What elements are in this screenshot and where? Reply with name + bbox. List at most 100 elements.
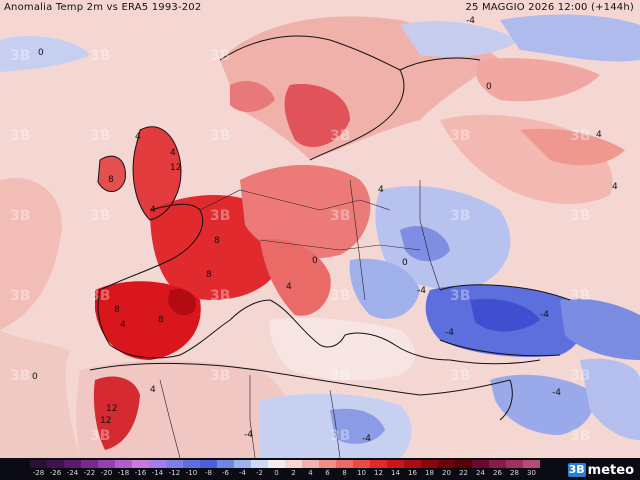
contour-label: 0 xyxy=(38,48,44,58)
svg-text:3B: 3B xyxy=(10,48,30,64)
brand-name: meteo xyxy=(587,462,634,478)
forecast-time: 25 MAGGIO 2026 12:00 (+144h) xyxy=(465,2,634,13)
contour-label: 4 xyxy=(150,385,156,395)
legend-swatch xyxy=(489,460,506,468)
contour-label: -4 xyxy=(417,286,426,296)
legend-tick-label: 0 xyxy=(274,469,279,477)
legend-tick-label: 24 xyxy=(476,469,485,477)
svg-text:3B: 3B xyxy=(210,48,230,64)
contour-label: 0 xyxy=(312,256,318,266)
legend-swatch xyxy=(336,460,353,468)
color-legend: -28 -26 -24 -22 -20 -18 -16 -14 -12 -10 -8 -6 -4 -2 0 2… xyxy=(0,458,640,480)
contour-label: 12 xyxy=(170,163,182,173)
legend-tick-label: -16 xyxy=(134,469,147,477)
contour-label: 8 xyxy=(158,315,164,325)
svg-text:3B: 3B xyxy=(90,428,110,444)
legend-tick-label: 10 xyxy=(357,469,366,477)
legend-swatch xyxy=(438,460,455,468)
contour-label: 0 xyxy=(32,372,38,382)
svg-text:3B: 3B xyxy=(10,288,30,304)
svg-text:3B: 3B xyxy=(570,208,590,224)
contour-label: 4 xyxy=(120,320,126,330)
svg-text:3B: 3B xyxy=(10,208,30,224)
svg-text:3B: 3B xyxy=(450,288,470,304)
contour-label: 4 xyxy=(170,148,176,158)
legend-swatch xyxy=(455,460,472,468)
svg-text:3B: 3B xyxy=(330,368,350,384)
temperature-anomaly-map: 3B 3B 3B 3B 3B 3B 3B 3B 3B 3B 3B 3B 3B 3B 3B 3B 3B 3… xyxy=(0,14,640,458)
contour-label: 8 xyxy=(214,236,220,246)
legend-tick-label: 18 xyxy=(425,469,434,477)
svg-text:3B: 3B xyxy=(330,208,350,224)
legend-swatch xyxy=(421,460,438,468)
contour-label: 4 xyxy=(135,132,141,142)
svg-text:3B: 3B xyxy=(90,288,110,304)
legend-swatch xyxy=(268,460,285,468)
legend-tick-label: -20 xyxy=(100,469,113,477)
legend-tick-label: -6 xyxy=(222,469,229,477)
svg-text:3B: 3B xyxy=(570,368,590,384)
contour-label: 0 xyxy=(402,258,408,268)
legend-tick-label: -10 xyxy=(185,469,198,477)
legend-swatch xyxy=(30,460,47,468)
contour-label: 12 xyxy=(100,416,112,426)
legend-swatch xyxy=(47,460,64,468)
contour-label: 0 xyxy=(486,82,492,92)
legend-swatch xyxy=(98,460,115,468)
contour-label: 4 xyxy=(378,185,384,195)
svg-text:3B: 3B xyxy=(10,128,30,144)
svg-text:3B: 3B xyxy=(330,288,350,304)
legend-tick-label: -4 xyxy=(239,469,246,477)
contour-label: -4 xyxy=(362,434,371,444)
legend-swatch xyxy=(302,460,319,468)
legend-tick-label: 16 xyxy=(408,469,417,477)
contour-label: -4 xyxy=(540,310,549,320)
contour-label: 8 xyxy=(206,270,212,280)
legend-swatch xyxy=(132,460,149,468)
legend-tick-label: 30 xyxy=(527,469,536,477)
legend-swatch xyxy=(319,460,336,468)
legend-tick-label: 8 xyxy=(342,469,347,477)
legend-tick-label: 12 xyxy=(374,469,383,477)
legend-swatch xyxy=(149,460,166,468)
contour-label: 4 xyxy=(150,205,156,215)
legend-swatch xyxy=(523,460,540,468)
svg-text:3B: 3B xyxy=(330,128,350,144)
legend-swatch xyxy=(166,460,183,468)
svg-text:3B: 3B xyxy=(10,368,30,384)
map-title: Anomalia Temp 2m vs ERA5 1993-202 xyxy=(4,2,202,13)
contour-label: -4 xyxy=(445,328,454,338)
svg-text:3B: 3B xyxy=(210,368,230,384)
legend-swatch xyxy=(353,460,370,468)
legend-tick-label: 14 xyxy=(391,469,400,477)
svg-text:3B: 3B xyxy=(90,48,110,64)
legend-swatch xyxy=(64,460,81,468)
legend-tick-label: -14 xyxy=(151,469,164,477)
legend-swatch xyxy=(387,460,404,468)
legend-tick-label: 4 xyxy=(308,469,313,477)
svg-text:3B: 3B xyxy=(570,128,590,144)
legend-swatch xyxy=(217,460,234,468)
contour-label: -4 xyxy=(552,388,561,398)
legend-swatch xyxy=(251,460,268,468)
legend-tick-label: -24 xyxy=(66,469,79,477)
legend-tick-label: 2 xyxy=(291,469,296,477)
legend-swatch xyxy=(234,460,251,468)
svg-text:3B: 3B xyxy=(570,428,590,444)
brand-logo: 3B meteo xyxy=(567,462,634,478)
svg-text:3B: 3B xyxy=(450,368,470,384)
legend-swatch xyxy=(115,460,132,468)
legend-tick-label: -26 xyxy=(49,469,62,477)
legend-swatch xyxy=(506,460,523,468)
contour-label: 8 xyxy=(108,175,114,185)
legend-swatch xyxy=(472,460,489,468)
svg-text:3B: 3B xyxy=(210,208,230,224)
contour-label: -4 xyxy=(466,16,475,26)
legend-swatches xyxy=(30,460,540,468)
legend-swatch xyxy=(183,460,200,468)
legend-tick-label: 6 xyxy=(325,469,330,477)
legend-tick-label: 20 xyxy=(442,469,451,477)
svg-text:3B: 3B xyxy=(450,208,470,224)
contour-label: 4 xyxy=(596,130,602,140)
